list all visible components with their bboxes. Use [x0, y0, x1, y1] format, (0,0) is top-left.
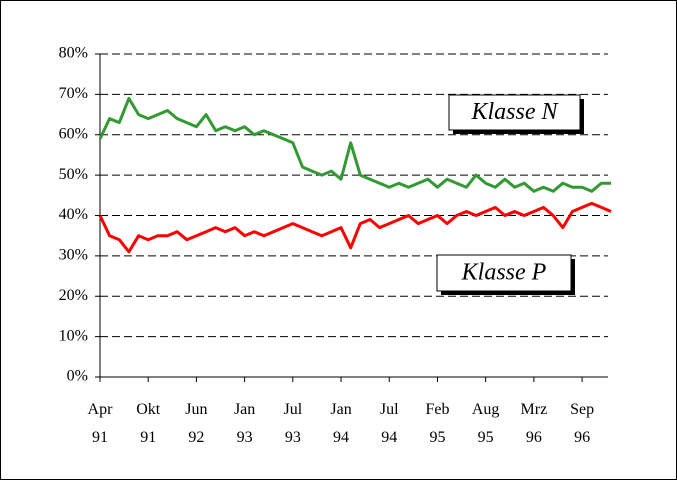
y-tick-label: 60%: [59, 125, 88, 142]
y-tick-label: 70%: [59, 85, 88, 102]
x-tick-label: Jun 92: [185, 401, 208, 446]
series-line: [98, 96, 611, 193]
y-tick-label: 80%: [59, 45, 88, 62]
x-tick-label: Aug 95: [471, 401, 500, 446]
y-tick-label: 50%: [59, 166, 88, 183]
y-tick-label: 30%: [59, 247, 88, 264]
label-box: [436, 254, 572, 292]
x-tick-label: Sep 96: [570, 401, 595, 446]
series-label: Klasse N: [470, 99, 559, 125]
y-tick-label: 20%: [59, 287, 88, 304]
x-tick-label: Jan 94: [330, 401, 352, 446]
x-tick-label: Jul 94: [379, 401, 399, 446]
x-tick-label: Okt 91: [136, 401, 161, 446]
y-tick-label: 0%: [67, 368, 88, 385]
y-tick-label: 10%: [59, 327, 88, 344]
x-tick-label: Jul 93: [283, 401, 303, 446]
x-tick-label: Apr 91: [87, 401, 113, 446]
label-box: [448, 94, 581, 131]
series-label: Klasse P: [461, 260, 547, 286]
x-tick-label: Mrz 96: [520, 401, 548, 446]
series-line: [98, 201, 612, 254]
x-tick-label: Jan 93: [233, 401, 256, 446]
y-tick-label: 40%: [59, 206, 88, 223]
x-tick-label: Feb 95: [425, 401, 450, 446]
